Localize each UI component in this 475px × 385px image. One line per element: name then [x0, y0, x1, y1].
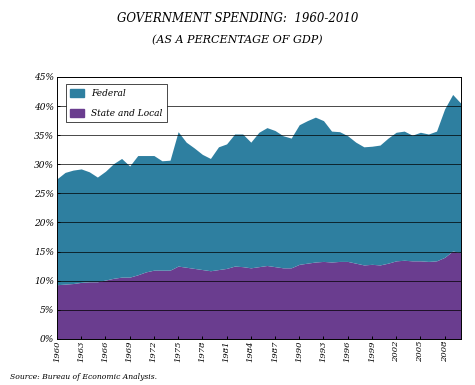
- Text: GOVERNMENT SPENDING:  1960-2010: GOVERNMENT SPENDING: 1960-2010: [117, 12, 358, 25]
- Text: (AS A PERCENTAGE OF GDP): (AS A PERCENTAGE OF GDP): [152, 35, 323, 45]
- Legend: Federal, State and Local: Federal, State and Local: [66, 84, 167, 122]
- Text: Source: Bureau of Economic Analysis.: Source: Bureau of Economic Analysis.: [10, 373, 156, 381]
